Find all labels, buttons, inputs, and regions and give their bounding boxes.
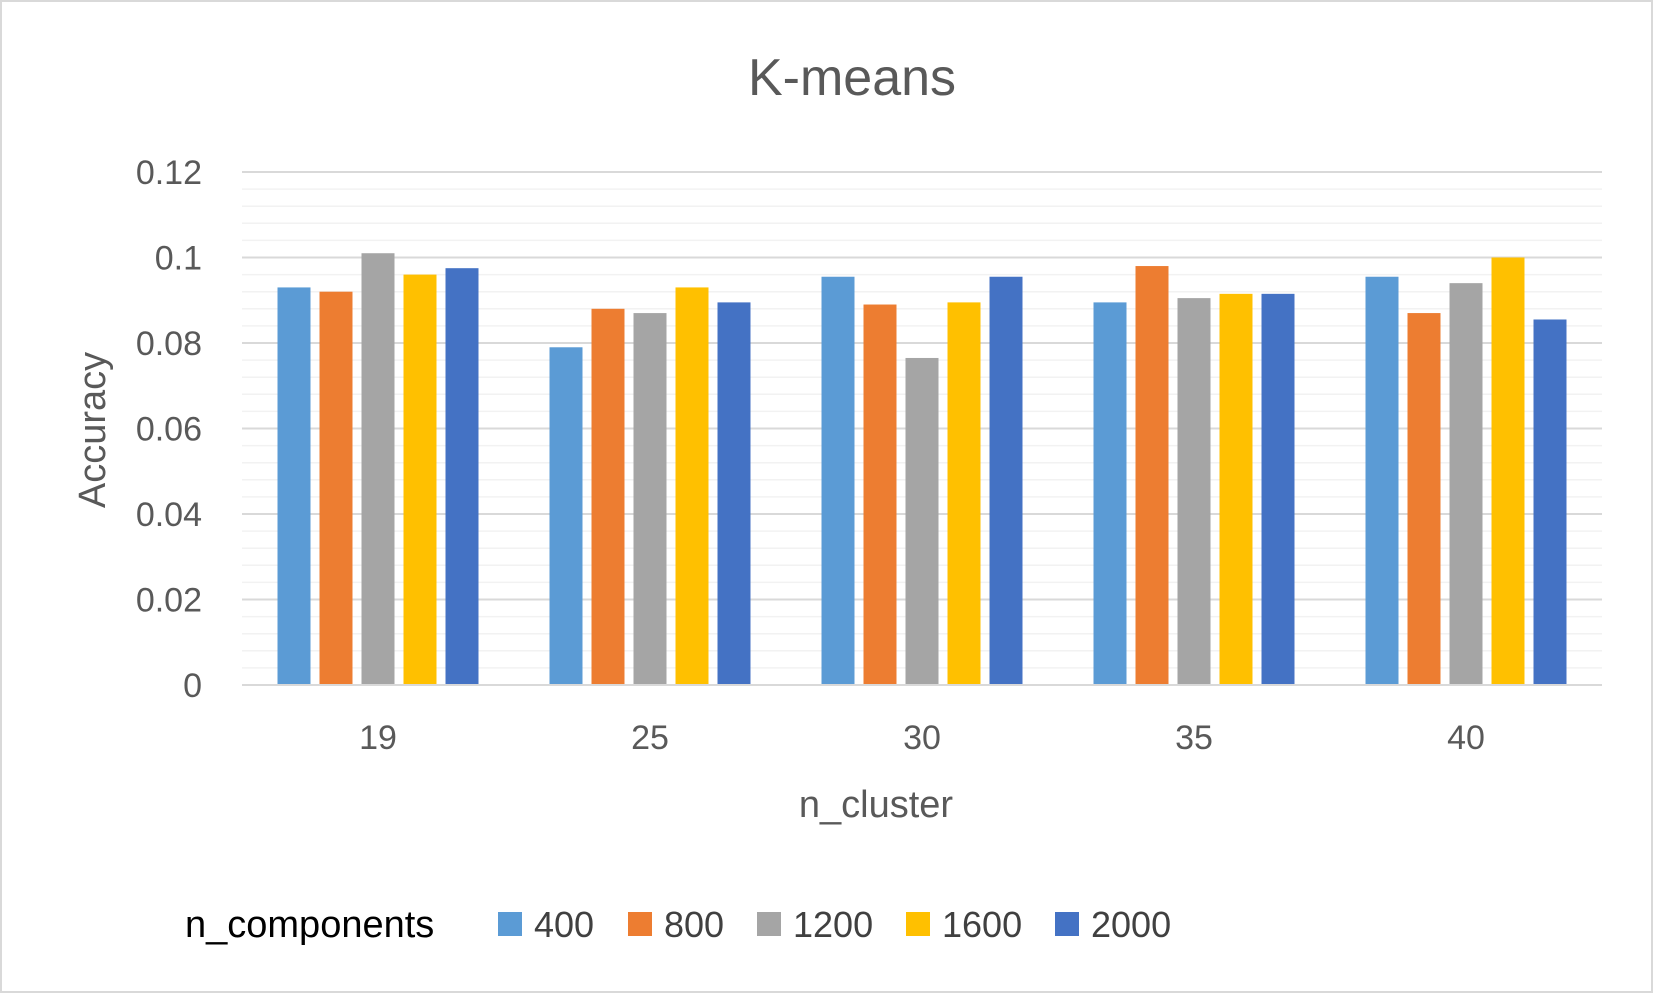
y-axis-ticks: 0 0.02 0.04 0.06 0.08 0.1 0.12 [136, 154, 202, 705]
bar-40-400 [1365, 276, 1399, 685]
legend-label-2000: 2000 [1091, 904, 1171, 945]
x-tick-label: 19 [359, 719, 397, 757]
legend-label-1200: 1200 [793, 904, 873, 945]
y-tick-label: 0.08 [136, 325, 202, 363]
legend: n_components 400 800 1200 1600 2000 [185, 904, 1171, 946]
legend-swatch-1200 [757, 912, 781, 936]
bar-40-800 [1407, 313, 1441, 685]
legend-swatch-1600 [906, 912, 930, 936]
bar-40-2000 [1533, 319, 1567, 685]
x-tick-label: 40 [1447, 719, 1485, 757]
legend-swatch-800 [628, 912, 652, 936]
x-axis-ticks: 19 25 30 35 40 [359, 719, 1485, 757]
bar-40-1600 [1491, 257, 1525, 685]
bar-19-800 [319, 291, 353, 685]
bar-19-2000 [445, 268, 479, 685]
bar-25-2000 [717, 302, 751, 685]
y-tick-label: 0 [183, 667, 202, 705]
bar-35-1200 [1177, 298, 1211, 685]
x-tick-label: 35 [1175, 719, 1213, 757]
bar-35-400 [1093, 302, 1127, 685]
legend-swatch-400 [498, 912, 522, 936]
y-tick-label: 0.12 [136, 154, 202, 192]
bar-19-400 [277, 287, 311, 685]
bar-30-400 [821, 276, 855, 685]
x-tick-label: 30 [903, 719, 941, 757]
bar-30-1600 [947, 302, 981, 685]
legend-title: n_components [185, 904, 434, 946]
bar-25-800 [591, 308, 625, 685]
legend-swatch-2000 [1055, 912, 1079, 936]
y-tick-label: 0.1 [155, 240, 202, 278]
chart-title: K-means [748, 49, 956, 107]
y-tick-label: 0.04 [136, 496, 202, 534]
x-axis-label: n_cluster [799, 784, 954, 826]
y-tick-label: 0.06 [136, 411, 202, 449]
bar-19-1600 [403, 274, 437, 685]
bar-30-800 [863, 304, 897, 685]
bar-19-1200 [361, 253, 395, 685]
legend-label-1600: 1600 [942, 904, 1022, 945]
bar-35-800 [1135, 266, 1169, 685]
bars [277, 253, 1567, 685]
y-axis-label: Accuracy [72, 352, 114, 508]
bar-25-1200 [633, 313, 667, 685]
y-tick-label: 0.02 [136, 582, 202, 620]
bar-40-1200 [1449, 283, 1483, 685]
bar-35-1600 [1219, 293, 1253, 685]
legend-label-400: 400 [534, 904, 594, 945]
bar-35-2000 [1261, 293, 1295, 685]
bar-30-1200 [905, 357, 939, 685]
bar-25-400 [549, 347, 583, 685]
x-tick-label: 25 [631, 719, 669, 757]
legend-label-800: 800 [664, 904, 724, 945]
bar-30-2000 [989, 276, 1023, 685]
bar-25-1600 [675, 287, 709, 685]
